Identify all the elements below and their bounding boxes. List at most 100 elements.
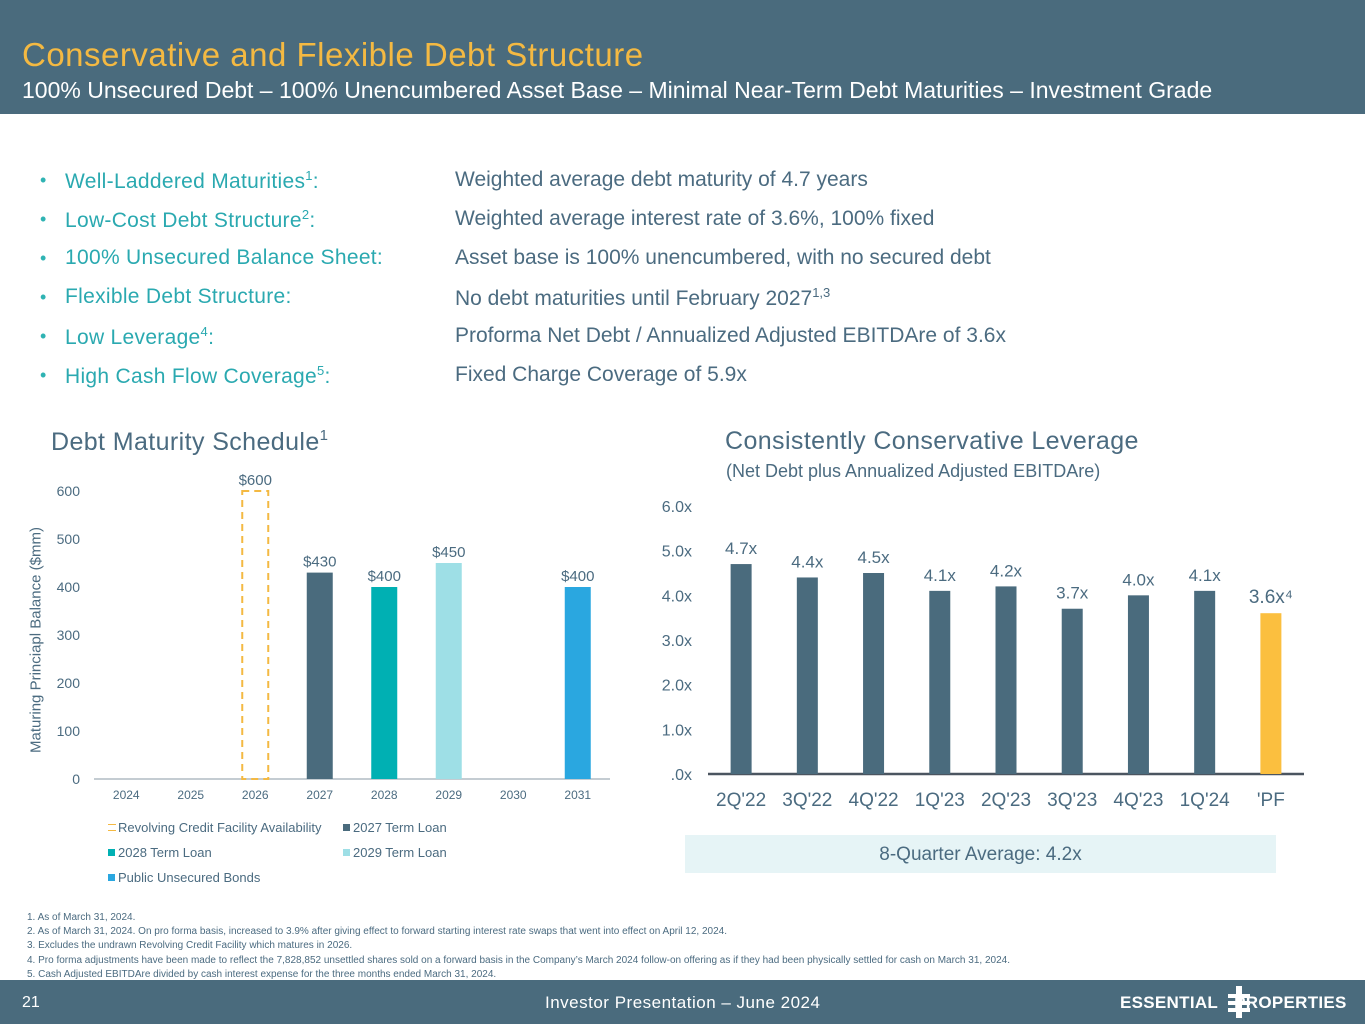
legend-swatch-icon bbox=[343, 849, 350, 856]
bullet-dot-icon: • bbox=[40, 209, 47, 229]
bar bbox=[929, 590, 951, 774]
bullet-item: • 100% Unsecured Balance Sheet: Asset ba… bbox=[40, 244, 1240, 283]
bullet-item: • Low-Cost Debt Structure2: Weighted ave… bbox=[40, 205, 1240, 244]
bar bbox=[730, 564, 752, 774]
footnotes: 1. As of March 31, 2024. 2. As of March … bbox=[27, 911, 1010, 982]
data-label: 4.0x bbox=[1122, 570, 1155, 589]
bullet-item: • High Cash Flow Coverage5: Fixed Charge… bbox=[40, 361, 1240, 400]
y-tick-label: 2.0x bbox=[662, 678, 692, 695]
footnote: 1. As of March 31, 2024. bbox=[27, 912, 136, 923]
bar bbox=[995, 586, 1017, 774]
logo-text-right: PROPERTIES bbox=[1234, 993, 1347, 1012]
data-label: $400 bbox=[561, 568, 594, 585]
bullet-item: • Low Leverage4: Proforma Net Debt / Ann… bbox=[40, 322, 1240, 361]
x-tick-label: 2025 bbox=[177, 788, 204, 802]
bullet-item: • Well-Laddered Maturities1: Weighted av… bbox=[40, 166, 1240, 205]
bullet-item: • Flexible Debt Structure: No debt matur… bbox=[40, 283, 1240, 322]
y-tick-label: 500 bbox=[57, 531, 81, 547]
data-label: 4.1x bbox=[1189, 566, 1222, 585]
bar bbox=[1194, 590, 1216, 774]
legend-item-revolver: Revolving Credit Facility Availability bbox=[108, 820, 322, 835]
company-logo: ESSENTIAL PROPERTIES bbox=[1120, 986, 1346, 1018]
x-tick-label: 2031 bbox=[564, 788, 591, 802]
x-tick-label: 3Q'22 bbox=[782, 790, 832, 811]
bullet-dot-icon: • bbox=[40, 365, 47, 385]
slide-subtitle: 100% Unsecured Debt – 100% Unencumbered … bbox=[22, 77, 1213, 103]
data-label: 3.7x bbox=[1056, 584, 1089, 603]
bar bbox=[863, 573, 885, 774]
presentation-label: Investor Presentation – June 2024 bbox=[545, 993, 821, 1012]
x-tick-label: 2Q'23 bbox=[981, 790, 1031, 811]
leverage-chart-title: Consistently Conservative Leverage bbox=[725, 427, 1139, 455]
data-label: 4.5x bbox=[857, 548, 890, 567]
bar bbox=[1260, 613, 1282, 774]
data-label: $600 bbox=[239, 472, 272, 489]
bar bbox=[306, 572, 333, 779]
bullet-value: Proforma Net Debt / Annualized Adjusted … bbox=[455, 324, 1006, 347]
x-tick-label: 4Q'23 bbox=[1113, 790, 1163, 811]
bullet-dot-icon: • bbox=[40, 287, 47, 307]
legend-item-2028-term-loan: 2028 Term Loan bbox=[108, 845, 212, 860]
legend-item-2027-term-loan: 2027 Term Loan bbox=[343, 820, 447, 835]
footnote: 4. Pro forma adjustments have been made … bbox=[27, 954, 1010, 966]
bar bbox=[1127, 595, 1149, 774]
y-tick-label: 300 bbox=[57, 627, 81, 643]
y-tick-label: 4.0x bbox=[662, 588, 692, 605]
data-label: $450 bbox=[432, 544, 465, 561]
legend-item-public-bonds: Public Unsecured Bonds bbox=[108, 870, 260, 885]
y-tick-label: 6.0x bbox=[662, 499, 692, 516]
data-label: $400 bbox=[368, 568, 401, 585]
legend-swatch-icon bbox=[108, 849, 115, 856]
data-label: 4.2x bbox=[990, 561, 1023, 580]
bullet-label: Flexible Debt Structure: bbox=[65, 285, 292, 308]
bullet-label: 100% Unsecured Balance Sheet: bbox=[65, 246, 384, 269]
bar bbox=[435, 563, 462, 779]
x-tick-label: 3Q'23 bbox=[1047, 790, 1097, 811]
bar bbox=[371, 587, 398, 779]
data-label: 4.4x bbox=[791, 552, 824, 571]
legend-swatch-icon bbox=[343, 824, 350, 831]
slide-footer: 21 Investor Presentation – June 2024 ESS… bbox=[0, 980, 1365, 1024]
bar bbox=[1061, 608, 1083, 774]
x-tick-label: 2024 bbox=[113, 788, 140, 802]
bullet-label: Low Leverage4: bbox=[65, 324, 215, 349]
footnote: 2. As of March 31, 2024. On pro forma ba… bbox=[27, 926, 728, 938]
x-tick-label: 2Q'22 bbox=[716, 790, 766, 811]
x-tick-label: 2026 bbox=[242, 788, 269, 802]
data-label: 4.7x bbox=[725, 539, 758, 558]
bullet-value: No debt maturities until February 20271,… bbox=[455, 285, 831, 310]
bullet-label: Low-Cost Debt Structure2: bbox=[65, 207, 316, 232]
x-tick-label: 2028 bbox=[371, 788, 398, 802]
x-tick-label: 'PF bbox=[1257, 790, 1285, 811]
bullet-value: Weighted average debt maturity of 4.7 ye… bbox=[455, 168, 868, 191]
x-tick-label: 1Q'24 bbox=[1180, 790, 1231, 811]
bullet-value: Weighted average interest rate of 3.6%, … bbox=[455, 207, 935, 230]
eight-quarter-average-box: 8-Quarter Average: 4.2x bbox=[685, 835, 1276, 873]
bullet-label: Well-Laddered Maturities1: bbox=[65, 168, 319, 193]
page-number: 21 bbox=[22, 994, 40, 1011]
y-tick-label: 1.0x bbox=[662, 722, 692, 739]
y-tick-label: 400 bbox=[57, 579, 81, 595]
slide-title: Conservative and Flexible Debt Structure bbox=[22, 36, 644, 73]
logo-text-left: ESSENTIAL bbox=[1120, 993, 1219, 1012]
y-tick-label: .0x bbox=[671, 767, 692, 784]
x-tick-label: 2029 bbox=[435, 788, 462, 802]
x-tick-label: 2027 bbox=[306, 788, 333, 802]
bullet-dot-icon: • bbox=[40, 170, 47, 190]
bullet-dot-icon: • bbox=[40, 326, 47, 346]
footnote: 5. Cash Adjusted EBITDAre divided by cas… bbox=[27, 968, 497, 980]
leverage-chart-subtitle: (Net Debt plus Annualized Adjusted EBITD… bbox=[726, 461, 1101, 481]
bullet-label: High Cash Flow Coverage5: bbox=[65, 363, 331, 388]
legend-swatch-icon bbox=[108, 874, 115, 881]
y-tick-label: 600 bbox=[57, 483, 81, 499]
data-label: 4.1x bbox=[924, 566, 957, 585]
bullet-value: Asset base is 100% unencumbered, with no… bbox=[455, 246, 991, 269]
bar-revolver bbox=[241, 490, 270, 780]
y-tick-label: 3.0x bbox=[662, 633, 692, 650]
x-tick-label: 4Q'22 bbox=[849, 790, 899, 811]
y-tick-label: 5.0x bbox=[662, 544, 692, 561]
legend-dashed-swatch-icon bbox=[108, 824, 116, 831]
slide-header: Conservative and Flexible Debt Structure… bbox=[0, 0, 1365, 114]
